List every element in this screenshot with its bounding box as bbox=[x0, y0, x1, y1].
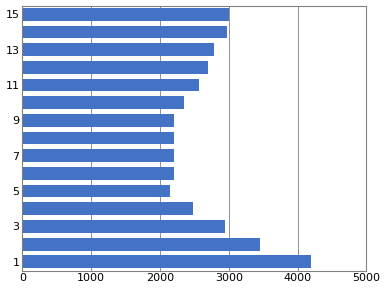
Bar bbox=[22, 132, 174, 144]
Bar bbox=[22, 238, 260, 251]
Bar bbox=[22, 203, 193, 215]
Bar bbox=[22, 43, 214, 56]
Bar bbox=[22, 255, 312, 268]
Bar bbox=[22, 26, 227, 38]
Bar bbox=[22, 61, 208, 74]
Bar bbox=[22, 149, 174, 162]
Bar bbox=[22, 220, 225, 233]
Bar bbox=[22, 167, 174, 180]
Bar bbox=[22, 79, 199, 91]
Bar bbox=[22, 114, 174, 127]
Bar bbox=[22, 97, 184, 109]
Bar bbox=[22, 185, 170, 197]
Bar bbox=[22, 8, 229, 21]
